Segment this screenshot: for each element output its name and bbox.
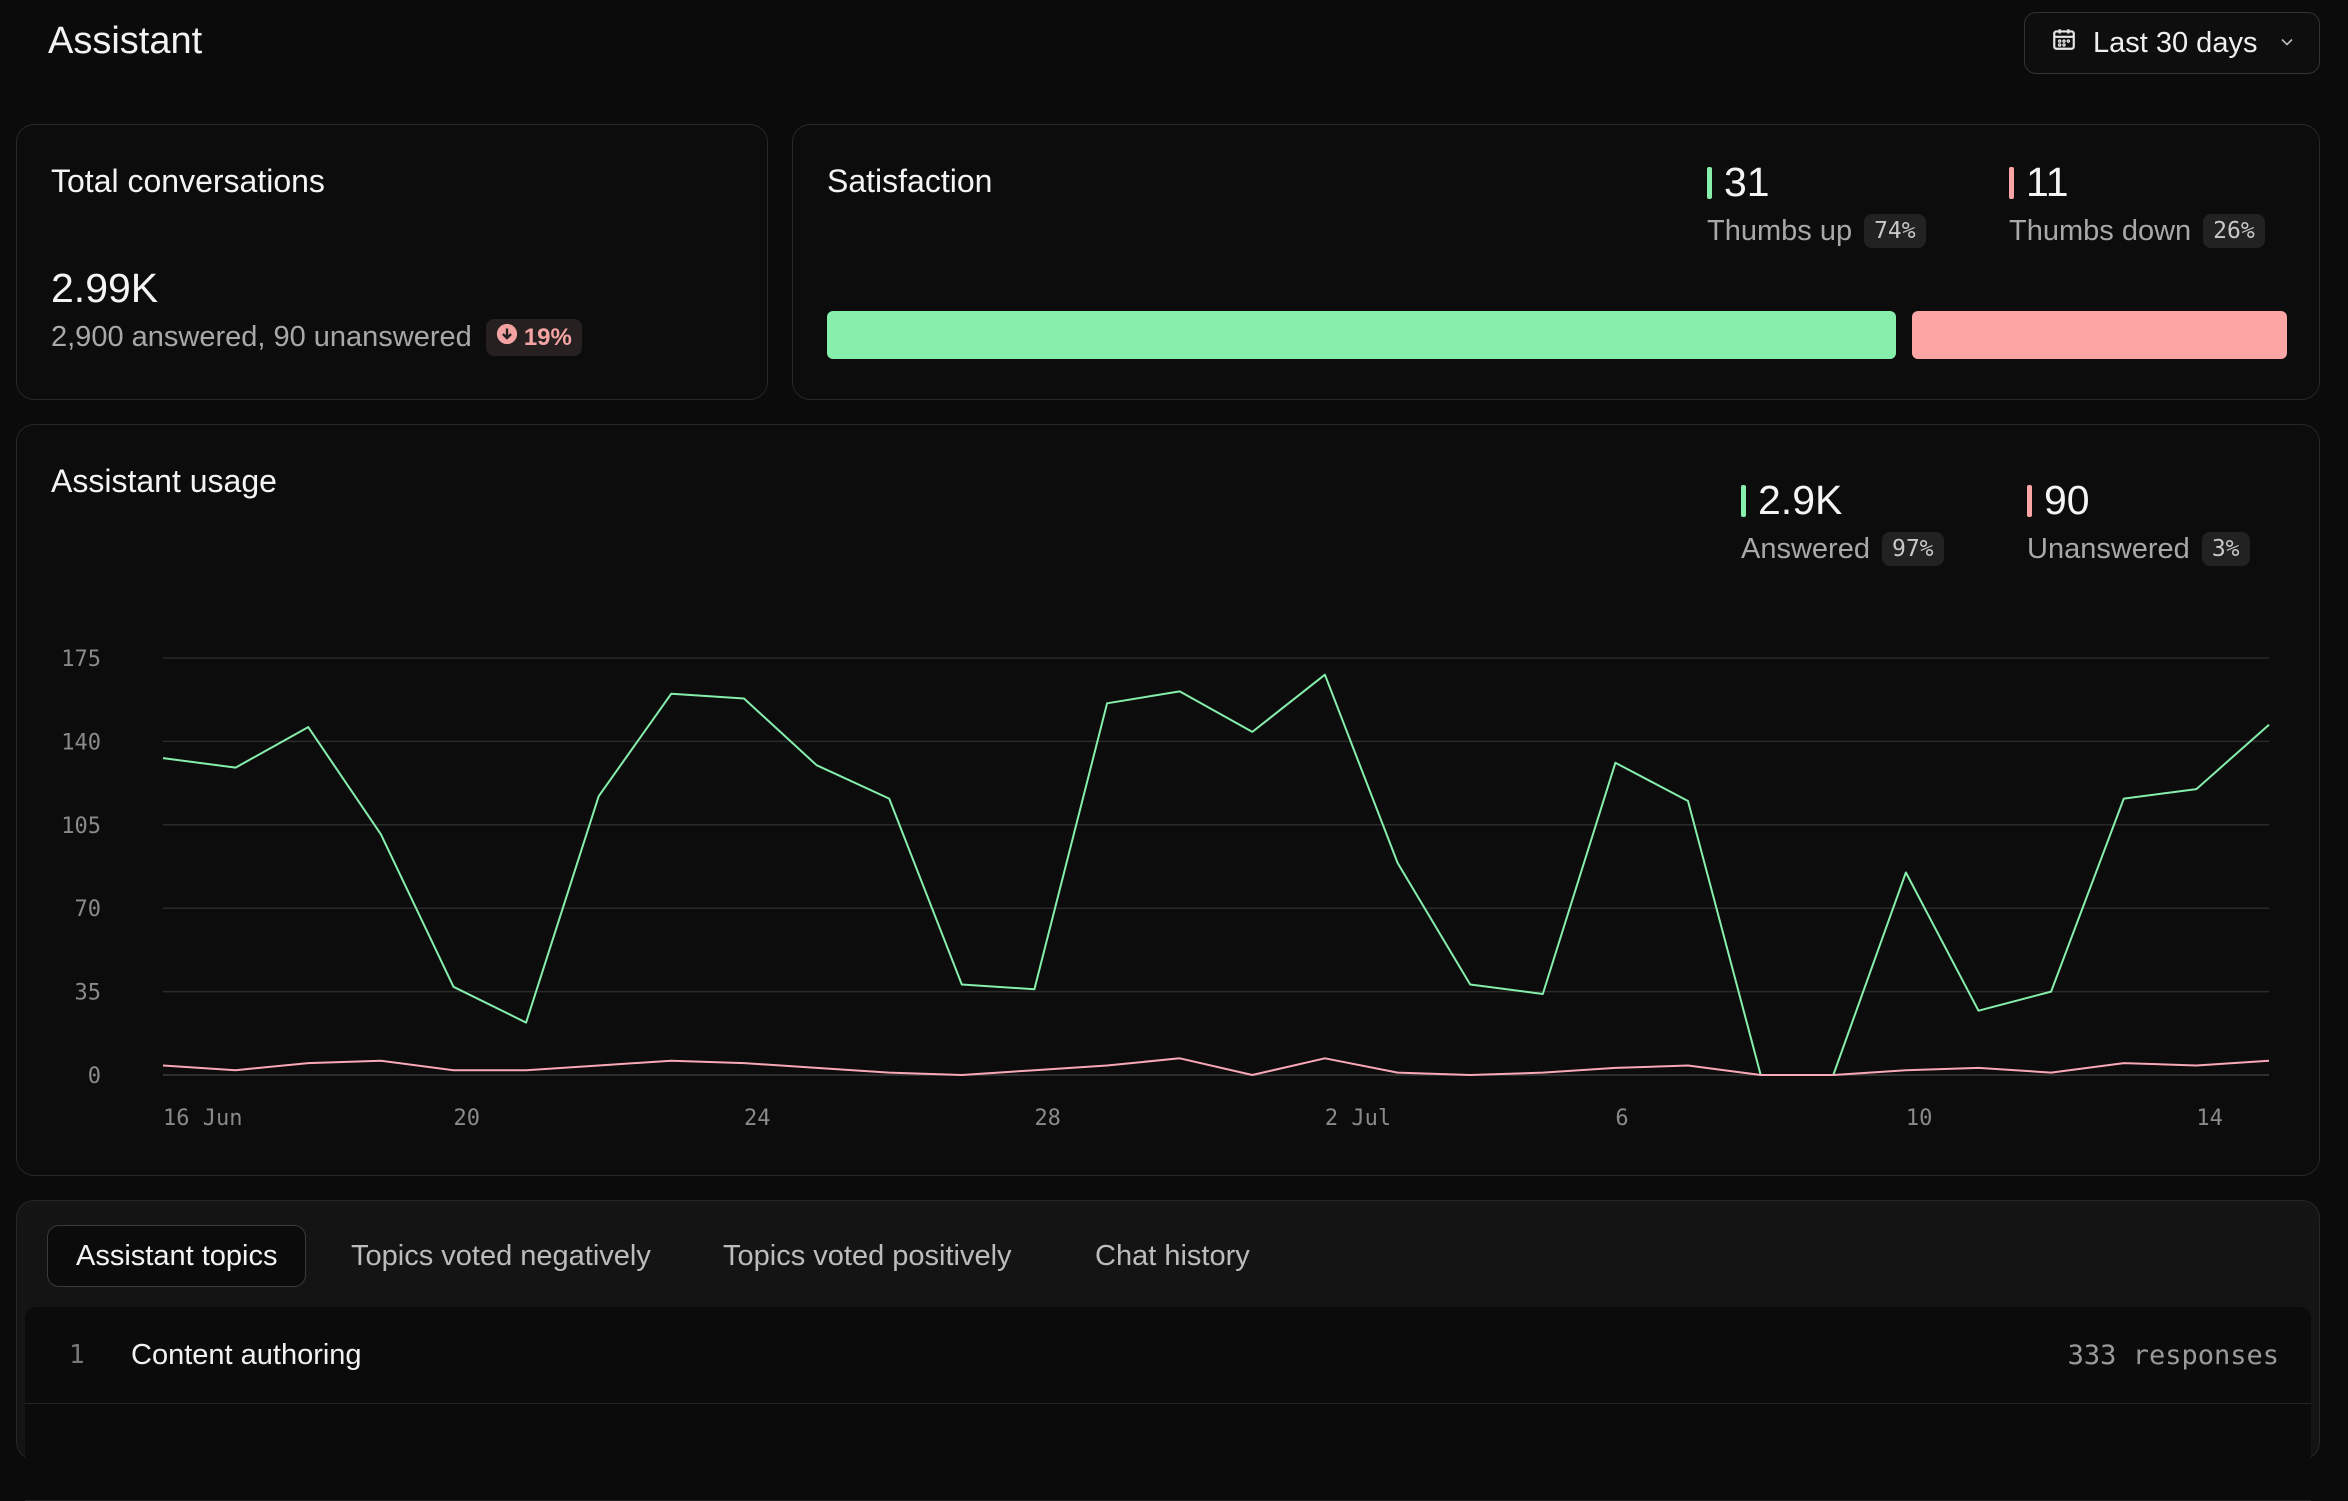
x-tick-label: 28	[1034, 1106, 1061, 1131]
y-tick-label: 70	[75, 897, 102, 922]
card-title: Satisfaction	[827, 163, 993, 199]
date-range-label: Last 30 days	[2093, 26, 2258, 59]
thumbs-down-stat: 11 Thumbs down 26%	[2009, 159, 2265, 248]
thumbs-down-pct: 26%	[2203, 214, 2265, 248]
x-tick-label: 6	[1615, 1106, 1628, 1131]
total-conversations-value: 2.99K	[51, 265, 159, 311]
y-tick-label: 105	[61, 814, 101, 839]
answered-value: 2.9K	[1758, 477, 1843, 523]
date-range-button[interactable]: Last 30 days	[2024, 12, 2320, 74]
answered-label: Answered	[1741, 532, 1870, 565]
thumbs-up-label: Thumbs up	[1707, 214, 1853, 247]
thumbs-down-label: Thumbs down	[2009, 214, 2192, 247]
y-tick-label: 35	[75, 981, 102, 1006]
page-title: Assistant	[48, 20, 203, 62]
topic-name: Content authoring	[131, 1338, 362, 1371]
x-tick-label: 2 Jul	[1325, 1106, 1391, 1131]
tab-topics-voted-positively[interactable]: Topics voted positively	[723, 1239, 1012, 1272]
topic-list: 1 Content authoring 333 responses	[25, 1307, 2311, 1501]
change-value: 19%	[523, 323, 572, 351]
total-conversations-card: Total conversations 2.99K 2,900 answered…	[16, 124, 768, 400]
tab-assistant-topics[interactable]: Assistant topics	[47, 1225, 307, 1287]
arrow-down-circle-icon	[496, 323, 518, 352]
usage-line-chart: 0 35 70 105 140 175 16 Jun 20 24 28 2 Jul 6 10 14	[61, 647, 2270, 1131]
list-item[interactable]: 1 Content authoring 333 responses	[25, 1307, 2311, 1404]
topic-count: 333 responses	[2067, 1339, 2279, 1371]
unanswered-label: Unanswered	[2027, 532, 2190, 565]
list-item[interactable]	[25, 1404, 2311, 1501]
topic-rank: 1	[69, 1340, 85, 1370]
calendar-icon	[2051, 26, 2077, 60]
satisfaction-card: Satisfaction 31 Thumbs up 74% 11 Thumbs d…	[792, 124, 2320, 400]
satisfaction-bar	[827, 311, 2287, 359]
conversations-detail: 2,900 answered, 90 unanswered	[51, 321, 472, 353]
satisfaction-bar-up	[827, 311, 1896, 359]
x-tick-label: 16 Jun	[163, 1106, 242, 1131]
assistant-usage-card: Assistant usage 2.9K Answered 97% 90 Unan…	[16, 424, 2320, 1176]
thumbs-up-stat: 31 Thumbs up 74%	[1707, 159, 1926, 248]
thumbs-down-value: 11	[2026, 159, 2069, 205]
chevron-down-icon	[2277, 27, 2297, 60]
series-line-answered	[162, 673, 2270, 1076]
legend-marker	[2027, 484, 2032, 517]
card-title: Assistant usage	[51, 463, 277, 499]
y-tick-label: 140	[61, 730, 101, 755]
y-tick-label: 0	[88, 1064, 101, 1089]
unanswered-stat: 90 Unanswered 3%	[2027, 477, 2250, 566]
topics-panel: Assistant topics Topics voted negatively…	[16, 1200, 2320, 1501]
satisfaction-bar-down	[1912, 311, 2287, 359]
unanswered-pct: 3%	[2201, 532, 2250, 566]
x-tick-label: 20	[453, 1106, 480, 1131]
answered-stat: 2.9K Answered 97%	[1741, 477, 1944, 566]
legend-marker	[1707, 166, 1712, 199]
x-tick-label: 24	[744, 1106, 771, 1131]
card-title: Total conversations	[51, 163, 325, 199]
tab-topics-voted-negatively[interactable]: Topics voted negatively	[351, 1239, 651, 1272]
change-badge: 19%	[485, 319, 582, 356]
x-tick-label: 14	[2196, 1106, 2223, 1131]
legend-marker	[2009, 166, 2014, 199]
legend-marker	[1741, 484, 1746, 517]
x-tick-label: 10	[1906, 1106, 1933, 1131]
unanswered-value: 90	[2044, 477, 2090, 523]
thumbs-up-pct: 74%	[1864, 214, 1926, 248]
series-line-unanswered	[162, 1057, 2270, 1076]
answered-pct: 97%	[1881, 532, 1944, 566]
thumbs-up-value: 31	[1724, 159, 1770, 205]
y-tick-label: 175	[61, 647, 101, 672]
tab-chat-history[interactable]: Chat history	[1095, 1239, 1250, 1272]
